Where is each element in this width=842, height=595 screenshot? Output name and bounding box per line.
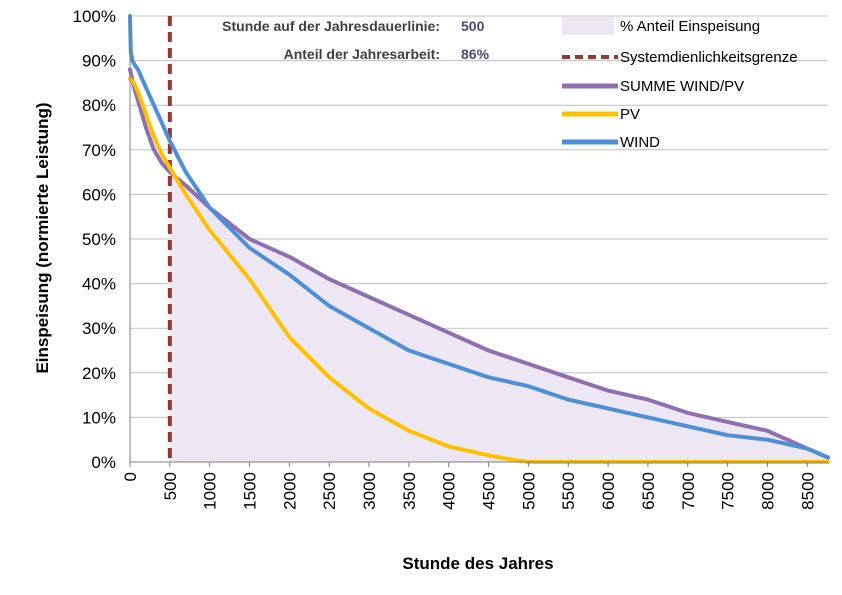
- share-area: [169, 172, 829, 462]
- x-tick-label: 1500: [241, 472, 260, 510]
- x-tick-label: 4000: [440, 472, 459, 510]
- series-line-wind: [128, 14, 830, 460]
- x-tick-label: 7500: [719, 472, 738, 510]
- x-tick-label: 0: [121, 472, 140, 481]
- y-axis-title: Einspeisung (normierte Leistung): [33, 102, 52, 373]
- share-area-layer: [169, 172, 829, 462]
- axes: [129, 16, 828, 467]
- y-tick-label: 70%: [82, 141, 116, 160]
- legend-label: PV: [620, 106, 640, 123]
- y-tick-label: 50%: [82, 230, 116, 249]
- x-tick-label: 7000: [679, 472, 698, 510]
- x-tick-label: 2500: [320, 472, 339, 510]
- y-tick-label: 60%: [82, 185, 116, 204]
- legend: % Anteil Einspeisung Systemdienlichkeitsg…: [562, 17, 798, 151]
- legend-label: SUMME WIND/PV: [620, 78, 744, 95]
- info-share-label: Anteil der Jahresarbeit:: [284, 46, 440, 62]
- x-tick-label: 6500: [639, 472, 658, 510]
- x-tick-label: 500: [161, 472, 180, 500]
- y-tick-label: 0%: [91, 453, 116, 472]
- y-tick-labels: 0% 10% 20% 30% 40% 50% 60% 70% 80% 90% 100%: [73, 7, 116, 472]
- legend-label: % Anteil Einspeisung: [620, 18, 760, 35]
- legend-label: Systemdienlichkeitsgrenze: [620, 49, 798, 66]
- x-tick-label: 3500: [400, 472, 419, 510]
- x-tick-label: 5000: [519, 472, 538, 510]
- x-axis-title: Stunde des Jahres: [402, 554, 553, 573]
- y-tick-label: 10%: [82, 408, 116, 427]
- x-tick-label: 4500: [480, 472, 499, 510]
- y-tick-label: 30%: [82, 319, 116, 338]
- x-tick-label: 2000: [280, 472, 299, 510]
- y-tick-label: 80%: [82, 96, 116, 115]
- x-tick-label: 8500: [798, 472, 817, 510]
- x-tick-label: 8000: [758, 472, 777, 510]
- info-hour-value: 500: [461, 18, 485, 34]
- info-box: Stunde auf der Jahresdauerlinie: 500 Ant…: [222, 18, 489, 62]
- series-line-summe-wind-pv: [128, 67, 830, 460]
- x-tick-labels: 0 500 1000 1500 2000 2500 3000 3500 4000 4500 5000…: [121, 472, 817, 510]
- y-tick-label: 100%: [73, 7, 116, 26]
- info-share-value: 86%: [461, 46, 490, 62]
- y-tick-label: 40%: [82, 275, 116, 294]
- x-tick-label: 5500: [559, 472, 578, 510]
- x-tick-label: 1000: [201, 472, 220, 510]
- legend-swatch: [562, 17, 614, 35]
- x-tick-label: 3000: [360, 472, 379, 510]
- info-hour-label: Stunde auf der Jahresdauerlinie:: [222, 18, 440, 34]
- x-tick-label: 6000: [599, 472, 618, 510]
- y-tick-label: 20%: [82, 364, 116, 383]
- y-tick-label: 90%: [82, 52, 116, 71]
- legend-label: WIND: [620, 134, 660, 151]
